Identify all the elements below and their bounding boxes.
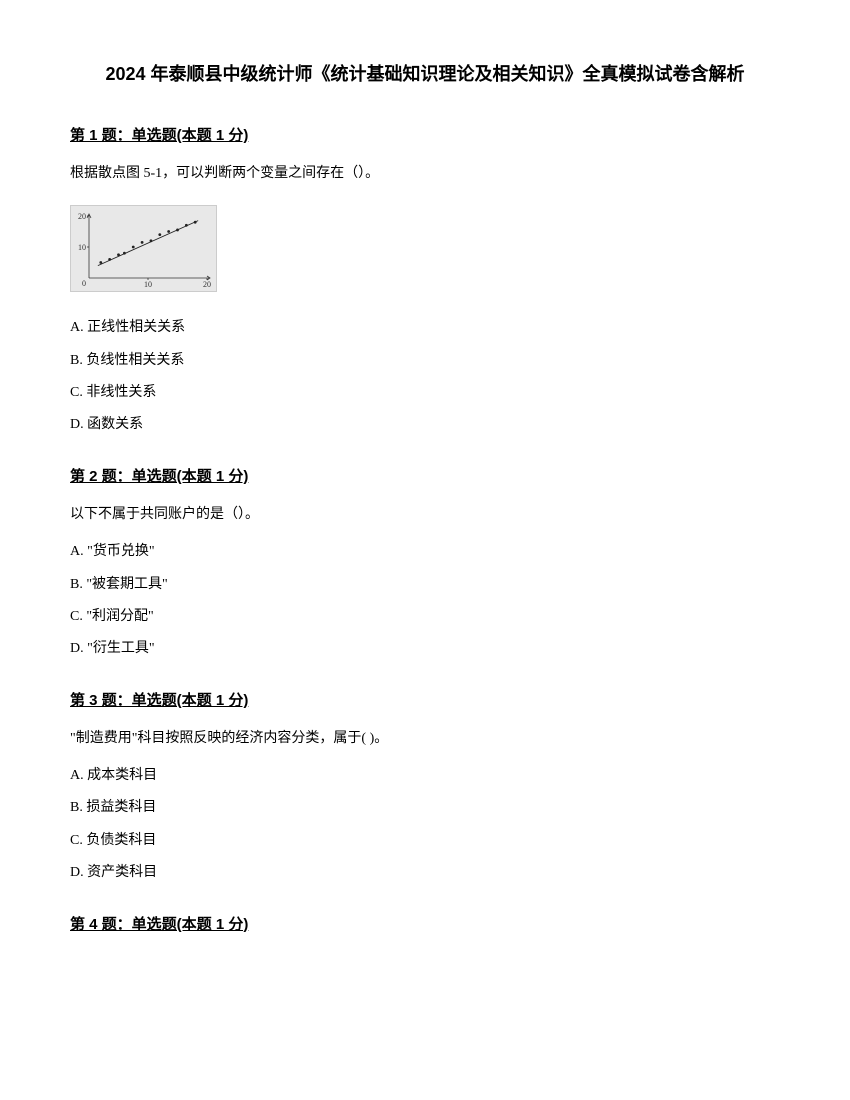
svg-text:20: 20 bbox=[78, 212, 86, 221]
scatter-chart: 10 20 0 10 20 bbox=[70, 205, 217, 292]
question-header: 第 4 题：单选题(本题 1 分) bbox=[70, 913, 780, 937]
question-header: 第 2 题：单选题(本题 1 分) bbox=[70, 465, 780, 489]
answer-option: D. "衍生工具" bbox=[70, 638, 780, 660]
answer-option: B. 损益类科目 bbox=[70, 797, 780, 819]
question-header: 第 1 题：单选题(本题 1 分) bbox=[70, 124, 780, 148]
question-text: 以下不属于共同账户的是（）。 bbox=[70, 504, 780, 526]
document-title: 2024 年泰顺县中级统计师《统计基础知识理论及相关知识》全真模拟试卷含解析 bbox=[70, 60, 780, 89]
question-text: 根据散点图 5-1，可以判断两个变量之间存在（）。 bbox=[70, 163, 780, 185]
svg-text:20: 20 bbox=[203, 280, 211, 289]
answer-option: C. 负债类科目 bbox=[70, 830, 780, 852]
answer-option: B. 负线性相关关系 bbox=[70, 350, 780, 372]
answer-option: D. 函数关系 bbox=[70, 414, 780, 436]
answer-option: C. 非线性关系 bbox=[70, 382, 780, 404]
answer-option: C. "利润分配" bbox=[70, 606, 780, 628]
svg-text:10: 10 bbox=[78, 243, 86, 252]
answer-option: B. "被套期工具" bbox=[70, 574, 780, 596]
question-header: 第 3 题：单选题(本题 1 分) bbox=[70, 689, 780, 713]
question-text: "制造费用"科目按照反映的经济内容分类，属于( )。 bbox=[70, 728, 780, 750]
answer-option: D. 资产类科目 bbox=[70, 862, 780, 884]
answer-option: A. 成本类科目 bbox=[70, 765, 780, 787]
answer-option: A. "货币兑换" bbox=[70, 541, 780, 563]
svg-text:10: 10 bbox=[144, 280, 152, 289]
svg-text:0: 0 bbox=[82, 279, 86, 288]
answer-option: A. 正线性相关关系 bbox=[70, 317, 780, 339]
questions-container: 第 1 题：单选题(本题 1 分) 根据散点图 5-1，可以判断两个变量之间存在（… bbox=[70, 124, 780, 937]
